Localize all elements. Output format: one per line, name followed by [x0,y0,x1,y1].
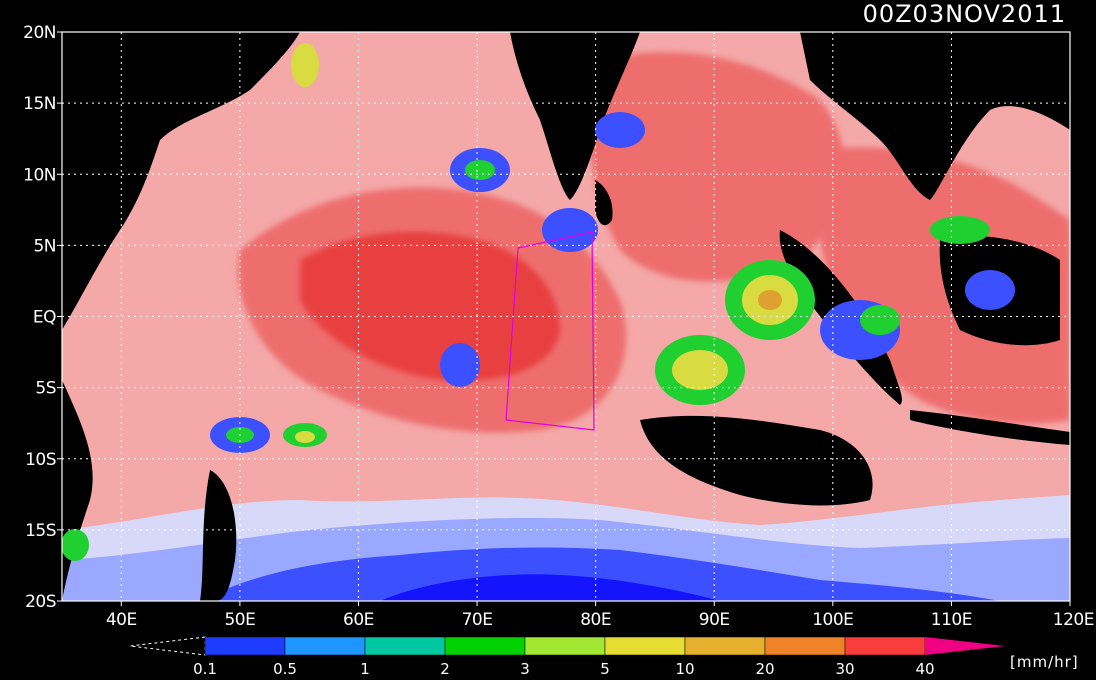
lat-tick-label: 20N [23,23,56,43]
colorbar-units: [mm/hr] [1010,653,1079,671]
lat-tick-label: 10N [23,165,56,185]
longitude-axis: 40E 50E 60E 70E 80E 90E 100E 110E 120E [106,601,1095,630]
rain-cell-yellow [295,431,315,443]
india-landmass [510,32,640,200]
colorbar-label: 3 [520,660,530,678]
rain-cell-blue [965,270,1015,310]
rain-cell-blue [542,208,598,252]
latitude-axis: 20N 15N 10N 5N EQ 5S 10S 15S 20S [23,23,62,612]
region-outline [505,231,595,431]
rain-cell-orange [758,290,782,310]
colorbar-swatch [364,636,446,656]
lat-tick-label: 20S [25,592,56,612]
lon-tick-label: 50E [224,610,255,630]
lat-tick-label: 5S [35,379,56,399]
colorbar-swatch [604,636,686,656]
arabia-africa-landmass [62,32,300,330]
rain-cell-blue [595,112,645,148]
colorbar: 0.1 0.5 1 2 3 5 10 20 30 40 [mm/hr] [129,636,1079,678]
lat-tick-label: 5N [33,236,56,256]
colorbar-over-arrow [925,637,1005,655]
lat-tick-label: 10S [25,450,56,470]
lat-lon-grid [62,32,1070,601]
lon-tick-label: 110E [931,610,972,630]
map-title: 00Z03NOV2011 [863,0,1066,28]
colorbar-label: 0.5 [273,660,297,678]
lat-tick-label: EQ [33,308,56,328]
deep-blue-band [380,574,720,601]
bay-of-bengal-rain [589,52,845,282]
rain-cell-blue [440,343,480,387]
colorbar-swatch [524,636,606,656]
colorbar-label: 40 [915,660,934,678]
red-rain-core [300,231,560,381]
colorbar-under-arrow [129,636,206,656]
colorbar-label: 5 [600,660,610,678]
colorbar-label: 30 [835,660,854,678]
sri-lanka-landmass [595,180,613,226]
rain-cell-green [465,160,495,180]
colorbar-swatch [444,636,526,656]
colorbar-label: 2 [440,660,450,678]
lon-tick-label: 80E [580,610,611,630]
colorbar-swatch [204,636,286,656]
blue-band [200,547,1000,601]
colorbar-label: 10 [675,660,694,678]
colorbar-swatch [764,636,846,656]
southeast-asia-landmass [800,32,1070,200]
rain-cell-green [62,529,89,561]
colorbar-swatch [684,636,766,656]
colorbar-swatch [844,636,926,656]
map-panel [62,32,1070,601]
colorbar-label: 20 [755,660,774,678]
lon-tick-label: 60E [343,610,374,630]
lat-tick-label: 15N [23,94,56,114]
lon-tick-label: 70E [462,610,493,630]
colorbar-swatch [284,636,366,656]
rain-cell-green [860,305,900,335]
madagascar-landmass [200,470,237,601]
lon-tick-label: 40E [106,610,137,630]
colorbar-label: 1 [360,660,370,678]
lon-tick-label: 120E [1053,610,1094,630]
rain-cell-yellow [291,43,319,87]
rain-cell-yellow [672,350,728,390]
rain-cell-green [930,216,990,244]
lon-tick-label: 90E [699,610,730,630]
dry-region [640,415,873,506]
colorbar-label: 0.1 [193,660,217,678]
java-landmass [910,410,1070,445]
lon-tick-label: 100E [812,610,853,630]
lat-tick-label: 15S [25,521,56,541]
